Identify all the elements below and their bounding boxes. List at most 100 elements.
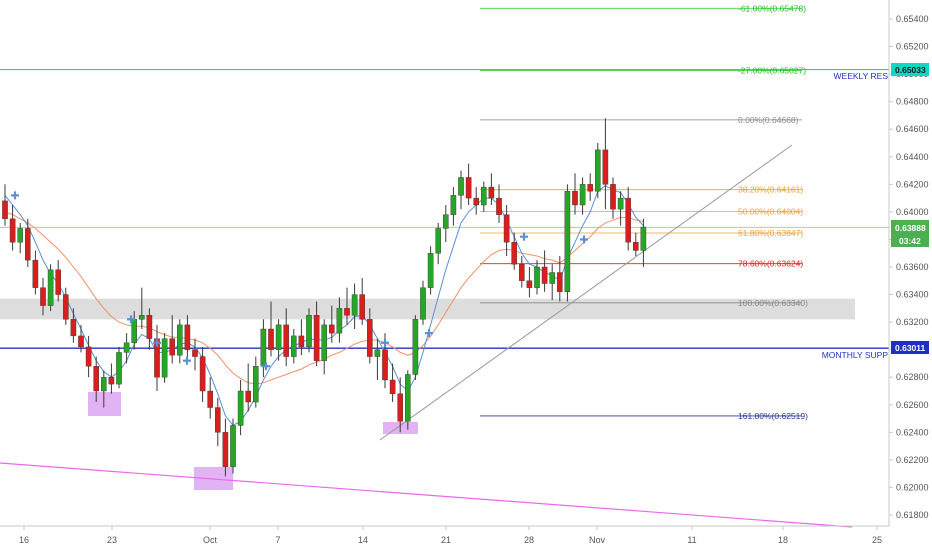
candle[interactable] — [450, 187, 457, 226]
candle[interactable] — [184, 315, 191, 361]
candle[interactable] — [587, 173, 593, 201]
bearish-candle-body — [146, 315, 153, 339]
candles-layer[interactable] — [2, 118, 647, 477]
candle[interactable] — [458, 170, 464, 210]
candle[interactable] — [496, 184, 502, 223]
price-axis[interactable]: 0.61800 0.62000 0.62200 0.62400 0.62600 0.628… — [888, 0, 929, 526]
time-tick-label: 11 — [687, 535, 696, 545]
candle[interactable] — [511, 232, 518, 270]
candle[interactable] — [443, 205, 449, 243]
candle[interactable] — [40, 278, 46, 316]
candle[interactable] — [93, 356, 99, 403]
candle[interactable] — [55, 260, 61, 302]
candle[interactable] — [595, 143, 601, 199]
bullish-candle-body — [351, 294, 358, 316]
candle[interactable] — [100, 370, 107, 408]
candle[interactable] — [359, 278, 366, 325]
candle[interactable] — [336, 297, 343, 343]
candle[interactable] — [526, 267, 533, 298]
candle[interactable] — [192, 338, 198, 371]
candle[interactable] — [617, 191, 624, 226]
candle[interactable] — [534, 260, 540, 295]
candle[interactable] — [549, 264, 555, 301]
candle[interactable] — [435, 222, 442, 265]
long-term-trendline[interactable] — [0, 462, 853, 528]
candle[interactable] — [473, 187, 480, 215]
candle[interactable] — [291, 329, 297, 364]
candle[interactable] — [214, 397, 221, 447]
candle[interactable] — [633, 232, 639, 256]
candle[interactable] — [169, 315, 176, 364]
candle[interactable] — [108, 363, 115, 394]
signal-marker-icon — [262, 362, 270, 371]
time-axis[interactable]: 16 23 Oct 7 14 21 28 Nov 11 18 25 — [0, 525, 889, 545]
candle[interactable] — [397, 377, 404, 433]
candle[interactable] — [123, 333, 130, 364]
candle[interactable] — [245, 363, 252, 412]
candle[interactable] — [427, 246, 434, 295]
candle[interactable] — [85, 335, 92, 378]
candle[interactable] — [306, 308, 312, 353]
candle[interactable] — [17, 222, 24, 254]
candle[interactable] — [252, 356, 259, 408]
candle[interactable] — [116, 346, 122, 389]
bearish-candle-body — [344, 308, 350, 316]
candle[interactable] — [488, 173, 495, 205]
candle[interactable] — [541, 250, 548, 292]
candle[interactable] — [237, 379, 244, 436]
candle[interactable] — [2, 184, 8, 226]
candle[interactable] — [351, 283, 358, 329]
candle[interactable] — [564, 184, 571, 302]
candle[interactable] — [199, 346, 206, 403]
candle[interactable] — [9, 205, 16, 251]
candle[interactable] — [283, 308, 290, 367]
candle[interactable] — [481, 181, 487, 212]
candle[interactable] — [374, 338, 381, 380]
candle[interactable] — [78, 324, 84, 353]
candle[interactable] — [344, 287, 350, 325]
bearish-candle-body — [625, 197, 631, 243]
candle[interactable] — [519, 255, 525, 288]
price-tick-label: 0.62400 — [896, 427, 929, 437]
candle[interactable] — [625, 187, 631, 251]
candle[interactable] — [465, 163, 472, 205]
candle[interactable] — [275, 319, 282, 361]
candle[interactable] — [268, 301, 274, 357]
candle[interactable] — [25, 218, 31, 267]
price-tick-label: 0.64200 — [896, 179, 929, 189]
candle[interactable] — [610, 177, 616, 219]
candle[interactable] — [367, 308, 373, 364]
fib-level-label: 78.60%(0.63624) — [738, 259, 803, 269]
bearish-candle-body — [70, 319, 77, 337]
candle[interactable] — [222, 418, 229, 477]
candle[interactable] — [503, 205, 510, 256]
candle[interactable] — [161, 333, 168, 383]
candle[interactable] — [47, 264, 54, 312]
candle[interactable] — [640, 218, 647, 267]
candle[interactable] — [389, 363, 396, 403]
candle[interactable] — [412, 315, 419, 380]
candle[interactable] — [32, 250, 39, 295]
ascending-trendline[interactable] — [379, 144, 793, 441]
candle[interactable] — [154, 324, 160, 391]
candle[interactable] — [405, 370, 411, 430]
candle[interactable] — [230, 418, 236, 474]
candle[interactable] — [138, 287, 145, 329]
candle[interactable] — [70, 308, 77, 343]
candle[interactable] — [146, 308, 153, 350]
candle[interactable] — [602, 118, 609, 210]
candle[interactable] — [313, 301, 320, 367]
candle[interactable] — [572, 173, 578, 215]
bearish-candle-body — [283, 324, 290, 357]
candle[interactable] — [420, 280, 426, 325]
candle[interactable] — [579, 177, 586, 215]
candle[interactable] — [329, 305, 335, 343]
candle[interactable] — [207, 377, 214, 419]
candle[interactable] — [298, 319, 305, 356]
candle[interactable] — [176, 319, 183, 364]
candle[interactable] — [557, 255, 563, 302]
candle[interactable] — [63, 287, 69, 325]
candle[interactable] — [321, 319, 328, 375]
